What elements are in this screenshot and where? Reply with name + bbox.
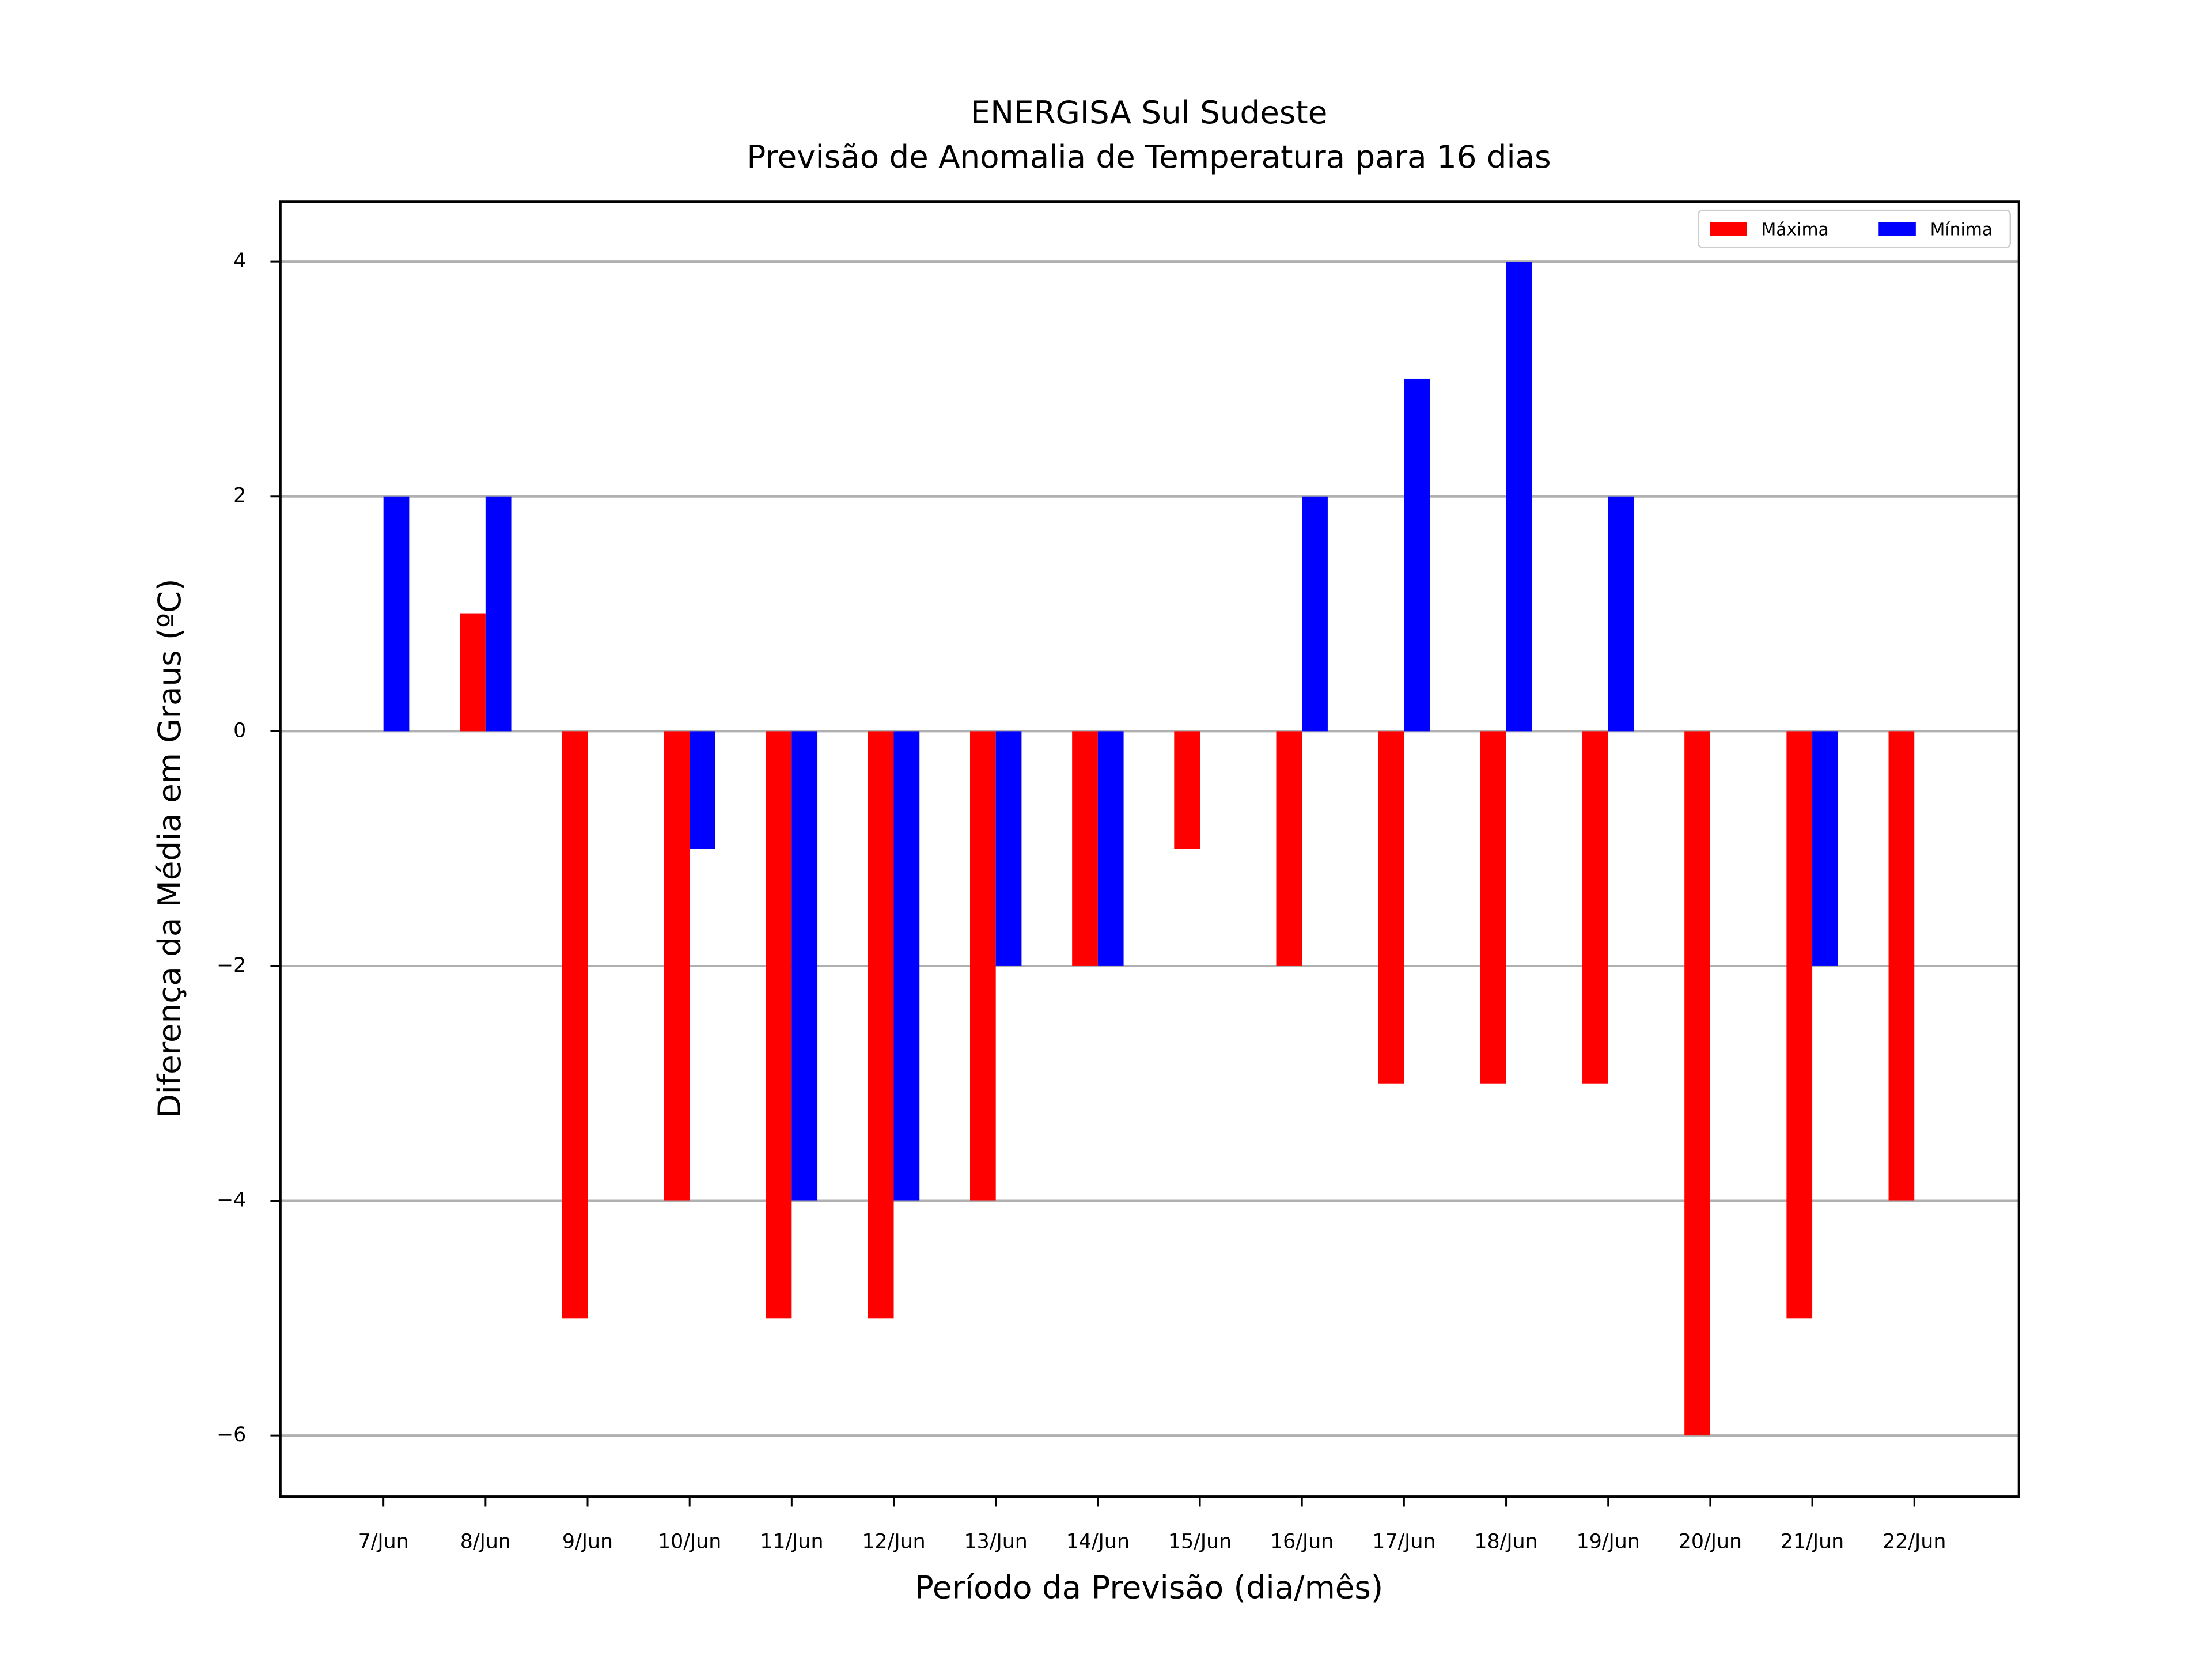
bar bbox=[766, 731, 792, 1319]
bar bbox=[1684, 731, 1710, 1436]
bar bbox=[1786, 731, 1813, 1319]
y-tick-label: −6 bbox=[217, 1423, 246, 1446]
bar bbox=[1812, 731, 1838, 966]
bar bbox=[485, 496, 512, 732]
bar bbox=[1302, 496, 1328, 732]
bar bbox=[1506, 262, 1532, 732]
bar bbox=[868, 731, 894, 1319]
bar bbox=[1276, 731, 1302, 966]
x-tick-label: 16/Jun bbox=[1270, 1531, 1334, 1554]
bar bbox=[664, 731, 690, 1201]
x-tick-label: 11/Jun bbox=[760, 1531, 823, 1554]
x-tick-label: 10/Jun bbox=[658, 1531, 721, 1554]
legend-box bbox=[1698, 209, 2012, 248]
bar bbox=[1097, 731, 1124, 966]
x-tick-label: 13/Jun bbox=[964, 1531, 1028, 1554]
x-tick-label: 17/Jun bbox=[1372, 1531, 1435, 1554]
bar bbox=[383, 496, 410, 732]
y-tick-label: 2 bbox=[233, 484, 246, 507]
legend-swatch bbox=[1878, 221, 1916, 236]
x-tick-label: 7/Jun bbox=[358, 1531, 409, 1554]
x-tick-label: 12/Jun bbox=[862, 1531, 925, 1554]
x-tick-label: 20/Jun bbox=[1679, 1531, 1742, 1554]
x-tick-label: 8/Jun bbox=[460, 1531, 511, 1554]
x-tick-label: 18/Jun bbox=[1474, 1531, 1537, 1554]
legend-label: Mínima bbox=[1930, 219, 1993, 240]
y-axis-label: Diferença da Média em Graus (ºC) bbox=[151, 579, 188, 1119]
bar bbox=[1480, 731, 1506, 1084]
y-tick-label: 0 bbox=[233, 719, 246, 742]
bar bbox=[995, 731, 1022, 966]
chart-title: ENERGISA Sul Sudeste bbox=[971, 94, 1328, 131]
bar bbox=[1404, 378, 1430, 732]
bar bbox=[791, 731, 818, 1201]
bar bbox=[1174, 731, 1200, 849]
plot-frame bbox=[279, 200, 2020, 1498]
x-tick-label: 21/Jun bbox=[1781, 1531, 1844, 1554]
x-tick-label: 15/Jun bbox=[1168, 1531, 1232, 1554]
x-axis-label: Período da Previsão (dia/mês) bbox=[915, 1569, 1383, 1606]
bar bbox=[1608, 496, 1634, 732]
bar bbox=[460, 613, 486, 732]
y-tick-label: −4 bbox=[217, 1189, 246, 1212]
legend-swatch bbox=[1710, 221, 1747, 236]
x-tick-label: 9/Jun bbox=[562, 1531, 613, 1554]
bar bbox=[893, 731, 920, 1201]
bar bbox=[1582, 731, 1608, 1084]
bar bbox=[1072, 731, 1098, 966]
y-tick-label: −2 bbox=[217, 954, 246, 977]
legend-label: Máxima bbox=[1762, 219, 1829, 240]
y-tick-label: 4 bbox=[233, 249, 246, 272]
bar bbox=[1888, 731, 1915, 1201]
chart-subtitle: Previsão de Anomalia de Temperatura para… bbox=[747, 138, 1551, 175]
bar bbox=[562, 731, 588, 1319]
bar bbox=[690, 731, 715, 849]
x-tick-label: 22/Jun bbox=[1883, 1531, 1946, 1554]
bar bbox=[1378, 731, 1404, 1084]
x-tick-label: 19/Jun bbox=[1577, 1531, 1640, 1554]
x-tick-label: 14/Jun bbox=[1066, 1531, 1130, 1554]
bar bbox=[969, 731, 996, 1201]
